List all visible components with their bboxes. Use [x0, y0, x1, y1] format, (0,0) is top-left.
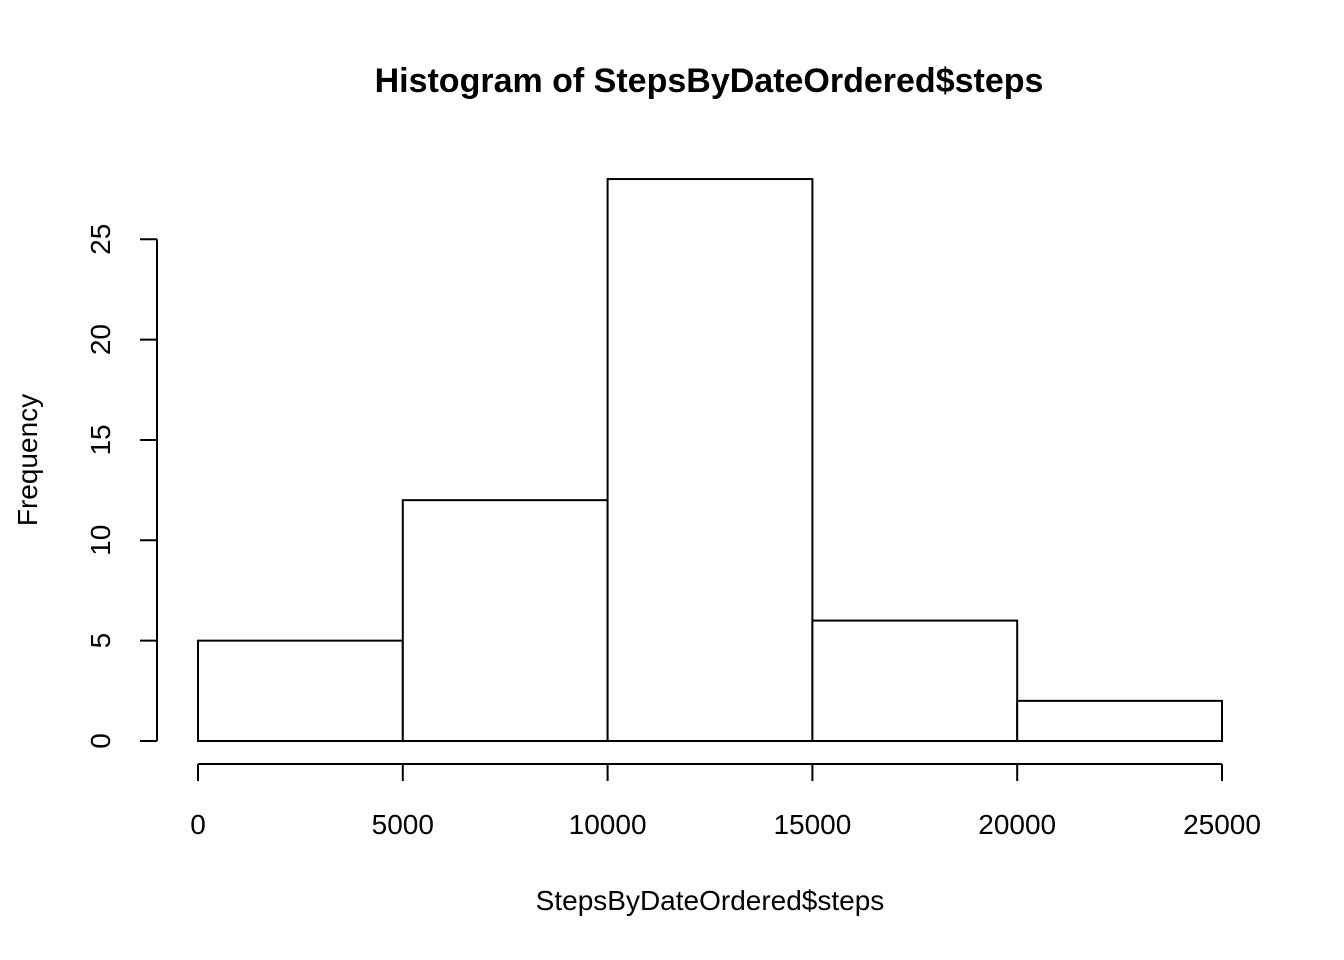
y-axis: 0 5 10 15 20 25 [85, 224, 158, 749]
y-tick-label-5: 25 [85, 224, 116, 255]
x-tick-label-1: 5000 [372, 809, 434, 840]
x-axis: 0 5000 10000 15000 20000 25000 [190, 763, 1261, 840]
y-tick-label-2: 10 [85, 525, 116, 556]
histogram-bar-2 [606, 178, 814, 743]
y-axis-label: Frequency [12, 394, 43, 526]
chart-title: Histogram of StepsByDateOrdered$steps [375, 62, 1044, 100]
y-tick-label-4: 20 [85, 324, 116, 355]
x-tick-label-5: 25000 [1183, 809, 1261, 840]
y-tick-label-1: 5 [85, 633, 116, 649]
y-tick-label-3: 15 [85, 424, 116, 455]
x-tick-label-4: 20000 [978, 809, 1056, 840]
bars-group [197, 178, 1224, 743]
x-tick-label-0: 0 [190, 809, 206, 840]
x-tick-label-2: 10000 [569, 809, 647, 840]
x-axis-label: StepsByDateOrdered$steps [536, 885, 885, 916]
histogram-bar-0 [197, 639, 404, 743]
x-tick-label-3: 15000 [773, 809, 851, 840]
histogram-bar-1 [401, 499, 609, 742]
histogram-bar-3 [811, 619, 1019, 743]
histogram-bar-4 [1016, 699, 1224, 742]
y-tick-label-0: 0 [85, 733, 116, 749]
